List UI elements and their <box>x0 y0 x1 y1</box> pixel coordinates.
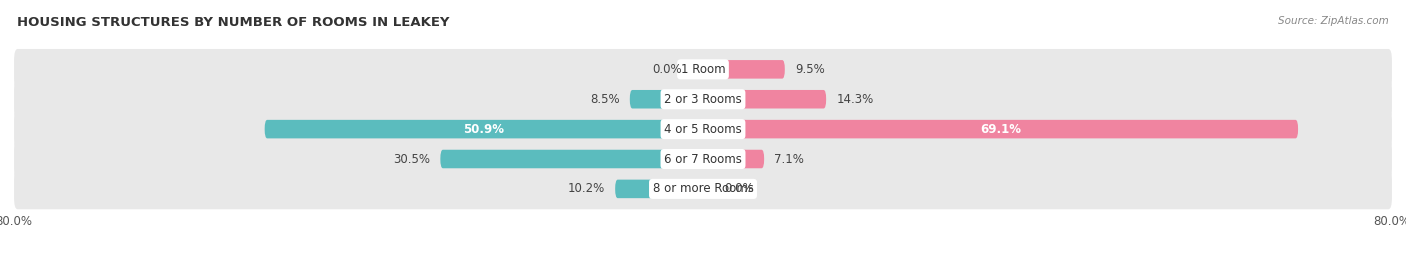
FancyBboxPatch shape <box>440 150 703 168</box>
FancyBboxPatch shape <box>703 120 1298 138</box>
Text: 10.2%: 10.2% <box>568 182 605 195</box>
Text: Source: ZipAtlas.com: Source: ZipAtlas.com <box>1278 16 1389 26</box>
Text: 8.5%: 8.5% <box>591 93 620 106</box>
Text: 7.1%: 7.1% <box>775 153 804 165</box>
Text: HOUSING STRUCTURES BY NUMBER OF ROOMS IN LEAKEY: HOUSING STRUCTURES BY NUMBER OF ROOMS IN… <box>17 16 450 29</box>
Text: 4 or 5 Rooms: 4 or 5 Rooms <box>664 123 742 136</box>
FancyBboxPatch shape <box>703 90 827 108</box>
Text: 1 Room: 1 Room <box>681 63 725 76</box>
FancyBboxPatch shape <box>616 180 703 198</box>
FancyBboxPatch shape <box>703 150 763 168</box>
Text: 6 or 7 Rooms: 6 or 7 Rooms <box>664 153 742 165</box>
Text: 50.9%: 50.9% <box>464 123 505 136</box>
Text: 2 or 3 Rooms: 2 or 3 Rooms <box>664 93 742 106</box>
Text: 8 or more Rooms: 8 or more Rooms <box>652 182 754 195</box>
FancyBboxPatch shape <box>264 120 703 138</box>
Text: 14.3%: 14.3% <box>837 93 873 106</box>
Text: 0.0%: 0.0% <box>724 182 754 195</box>
FancyBboxPatch shape <box>14 79 1392 120</box>
Text: 30.5%: 30.5% <box>394 153 430 165</box>
FancyBboxPatch shape <box>14 139 1392 179</box>
FancyBboxPatch shape <box>703 60 785 79</box>
Text: 0.0%: 0.0% <box>652 63 682 76</box>
FancyBboxPatch shape <box>14 168 1392 209</box>
FancyBboxPatch shape <box>14 109 1392 150</box>
FancyBboxPatch shape <box>14 49 1392 90</box>
Text: 9.5%: 9.5% <box>796 63 825 76</box>
FancyBboxPatch shape <box>630 90 703 108</box>
Text: 69.1%: 69.1% <box>980 123 1021 136</box>
